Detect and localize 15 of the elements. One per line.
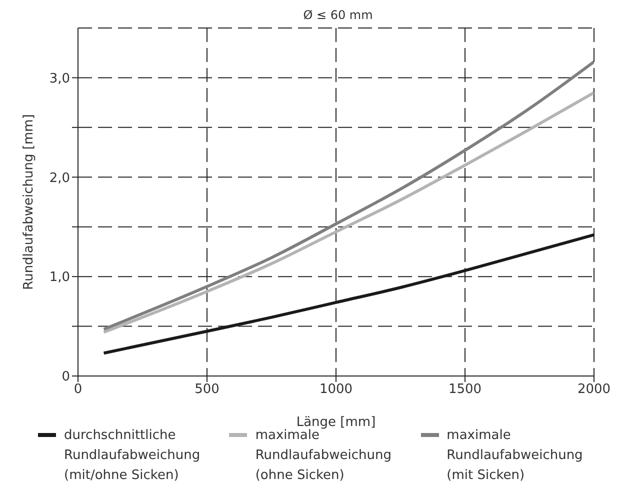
y-axis-title: Rundlaufabweichung [mm]	[22, 114, 37, 290]
x-tick-label: 1000	[319, 382, 353, 398]
y-tick-label: 2,0	[49, 170, 70, 186]
legend-label: maximale Rundlaufabweichung (ohne Sicken)	[255, 428, 392, 485]
x-tick-label: 500	[194, 382, 220, 398]
y-tick-label: 3,0	[49, 71, 70, 86]
chart-title: Ø ≤ 60 mm	[302, 8, 374, 22]
x-tick-label: 1500	[448, 382, 482, 398]
x-tick-label: 2000	[577, 382, 611, 398]
y-tick-label: 0	[62, 370, 70, 385]
x-tick-label: 0	[74, 382, 82, 398]
legend-label: maximale Rundlaufabweichung (mit Sicken)	[446, 427, 584, 485]
legend-label: durchschnittliche Rundlaufabweichung (mit/ohne Sicken)	[64, 427, 202, 485]
y-tick-label: 1,0	[49, 270, 70, 286]
x-axis-title: Länge [mm]	[296, 415, 376, 430]
